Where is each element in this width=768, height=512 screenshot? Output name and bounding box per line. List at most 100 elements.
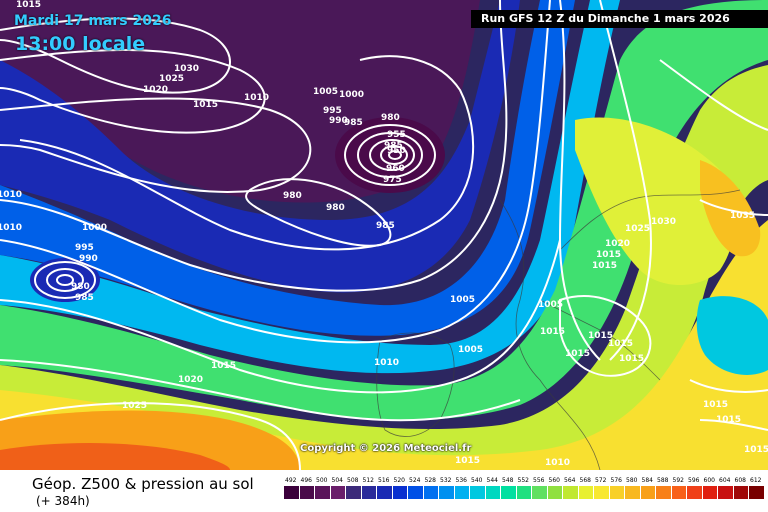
- legend-swatch: [748, 486, 764, 499]
- legend-swatch: [391, 486, 407, 499]
- legend-swatch: [376, 486, 392, 499]
- forecast-local-time: 13:00 locale: [15, 33, 146, 55]
- legend-swatch: [407, 486, 423, 499]
- legend-swatch: [283, 486, 299, 499]
- legend-swatch: [469, 486, 485, 499]
- pressure-label: 1005: [458, 345, 483, 355]
- pressure-label: 950: [387, 146, 406, 156]
- legend-swatch: [717, 486, 733, 499]
- pressure-label: 1015: [455, 456, 480, 466]
- isobars: [0, 0, 768, 470]
- legend-tick: 544: [486, 477, 498, 484]
- legend-tick: 568: [579, 477, 591, 484]
- legend-swatch: [515, 486, 531, 499]
- legend-tick: 608: [734, 477, 746, 484]
- legend-swatch: [701, 486, 717, 499]
- legend-tick: 612: [750, 477, 762, 484]
- pressure-label: 985: [384, 141, 403, 151]
- legend-tick: 548: [502, 477, 514, 484]
- pressure-label: 1015: [703, 400, 728, 410]
- pressure-label: 1015: [608, 339, 633, 349]
- legend-tick: 560: [548, 477, 560, 484]
- legend-swatches: [283, 486, 764, 499]
- legend-tick: 512: [362, 477, 374, 484]
- pressure-label: 1010: [545, 458, 570, 468]
- pressure-label: 995: [75, 243, 94, 253]
- legend-tick: 492: [285, 477, 297, 484]
- legend-tick: 504: [331, 477, 343, 484]
- band-orange-east: [700, 160, 761, 257]
- legend-tick: 508: [347, 477, 359, 484]
- legend-ticks: 492 496 500 504 508 512 516 520 524 528 532 536 540 5…: [283, 477, 764, 484]
- pressure-label: 1000: [339, 90, 364, 100]
- pressure-label: 1010: [0, 190, 22, 200]
- coastline-iberia: [376, 332, 455, 437]
- legend-swatch: [639, 486, 655, 499]
- legend-swatch: [624, 486, 640, 499]
- pressure-label: 1005: [450, 295, 475, 305]
- pressure-label: 995: [323, 106, 342, 116]
- legend-swatch: [732, 486, 748, 499]
- legend-swatch: [453, 486, 469, 499]
- pressure-label: 1000: [82, 223, 107, 233]
- legend-swatch: [329, 486, 345, 499]
- forecast-hour: (+ 384h): [36, 494, 90, 508]
- pressure-label: 1015: [619, 354, 644, 364]
- legend-tick: 556: [533, 477, 545, 484]
- color-legend: 492 496 500 504 508 512 516 520 524 528 532 536 540 5…: [283, 477, 764, 499]
- legend-tick: 532: [440, 477, 452, 484]
- pressure-label: 985: [376, 221, 395, 231]
- legend-swatch: [670, 486, 686, 499]
- legend-swatch: [314, 486, 330, 499]
- legend-swatch: [655, 486, 671, 499]
- legend-swatch: [608, 486, 624, 499]
- forecast-date: Mardi 17 mars 2026: [14, 13, 172, 29]
- pressure-label: 1015: [592, 261, 617, 271]
- band-cyan-east: [696, 296, 768, 375]
- legend-swatch: [422, 486, 438, 499]
- model-run-label: Run GFS 12 Z du Dimanche 1 mars 2026: [471, 10, 768, 28]
- pressure-labels: 1015 1030 1025 1020 1015 1010 1005 1000 …: [0, 0, 768, 468]
- legend-swatch: [686, 486, 702, 499]
- legend-tick: 576: [610, 477, 622, 484]
- pressure-label: 1025: [122, 401, 147, 411]
- pressure-label: 980: [71, 282, 90, 292]
- band-green: [0, 0, 768, 420]
- legend-tick: 496: [300, 477, 312, 484]
- pressure-label: 1020: [178, 375, 203, 385]
- legend-swatch: [438, 486, 454, 499]
- pressure-label: 1005: [538, 300, 563, 310]
- pressure-label: 1025: [159, 74, 184, 84]
- pressure-label: 1030: [174, 64, 199, 74]
- pressure-label: 1015: [540, 327, 565, 337]
- pressure-label: 1015: [716, 415, 741, 425]
- legend-swatch: [360, 486, 376, 499]
- legend-swatch: [298, 486, 314, 499]
- legend-swatch: [484, 486, 500, 499]
- pressure-label: 1030: [651, 217, 676, 227]
- legend-tick: 592: [672, 477, 684, 484]
- legend-tick: 604: [719, 477, 731, 484]
- pressure-label: 1015: [588, 331, 613, 341]
- legend-tick: 528: [424, 477, 436, 484]
- legend-swatch: [577, 486, 593, 499]
- pressure-label: 1015: [193, 100, 218, 110]
- legend-tick: 500: [316, 477, 328, 484]
- legend-tick: 588: [657, 477, 669, 484]
- pressure-label: 1015: [596, 250, 621, 260]
- legend-tick: 584: [641, 477, 653, 484]
- legend-tick: 520: [393, 477, 405, 484]
- legend-tick: 540: [471, 477, 483, 484]
- pressure-label: 1020: [605, 239, 630, 249]
- legend-swatch: [562, 486, 578, 499]
- legend-tick: 572: [595, 477, 607, 484]
- pressure-map: 1015 1030 1025 1020 1015 1010 1005 1000 …: [0, 0, 768, 470]
- pressure-label: 1015: [211, 361, 236, 371]
- pressure-label: 1035: [730, 211, 755, 221]
- legend-swatch: [500, 486, 516, 499]
- band-red: [0, 443, 230, 470]
- copyright-notice: Copyright © 2026 Meteociel.fr: [300, 443, 472, 454]
- pressure-label: 1025: [625, 224, 650, 234]
- chart-title: Géop. Z500 & pression au sol: [32, 475, 254, 493]
